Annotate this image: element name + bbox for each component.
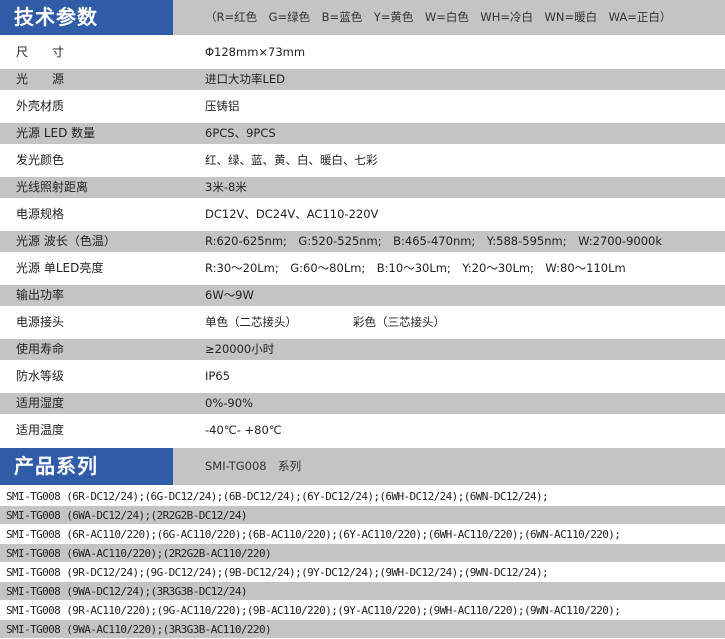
spec-label: 发光颜色 bbox=[16, 153, 65, 167]
spec-value: 压铸铝 bbox=[205, 99, 240, 113]
spec-row: 外壳材质 压铸铝 bbox=[0, 93, 725, 120]
series-model-row: SMI-TG008 (9R-DC12/24);(9G-DC12/24);(9B-… bbox=[6, 566, 549, 579]
spec-label: 尺 寸 bbox=[16, 45, 65, 59]
series-model-row: SMI-TG008 (9WA-DC12/24);(3R3G3B-DC12/24) bbox=[0, 582, 725, 600]
spec-label: 光 源 bbox=[16, 72, 65, 86]
spec-value: IP65 bbox=[205, 369, 230, 383]
spec-row: 光源 波长（色温） R:620-625nm; G:520-525nm; B:465… bbox=[0, 228, 725, 255]
color-legend-note: （R=红色 G=绿色 B=蓝色 Y=黄色 W=白色 WH=冷白 WN=暖白 WA… bbox=[205, 10, 672, 24]
spec-value: 进口大功率LED bbox=[205, 72, 286, 86]
spec-value: Φ128mm×73mm bbox=[205, 45, 306, 59]
spec-label: 适用湿度 bbox=[16, 396, 65, 410]
spec-table: 尺 寸 Φ128mm×73mm 光 源 进口大功率LED 外壳材质 压铸铝光源 LED 数… bbox=[0, 39, 725, 444]
series-model-row: SMI-TG008 (6R-AC110/220);(6G-AC110/220);… bbox=[6, 528, 621, 541]
spec-label: 光源 LED 数量 bbox=[16, 126, 96, 140]
series-section-title: 产品系列 bbox=[0, 448, 173, 485]
spec-label: 防水等级 bbox=[16, 369, 65, 383]
spec-value: -40℃- +80℃ bbox=[205, 423, 282, 437]
spec-row: 电源规格 DC12V、DC24V、AC110-220V bbox=[0, 201, 725, 228]
spec-label: 使用寿命 bbox=[16, 342, 65, 356]
spec-row: 光线照射距离 3米-8米 bbox=[0, 174, 725, 201]
spec-value-2: 彩色（三芯接头） bbox=[353, 315, 445, 329]
spec-label: 光源 波长（色温） bbox=[16, 234, 116, 248]
spec-value: R:620-625nm; G:520-525nm; B:465-470nm; Y… bbox=[205, 234, 663, 248]
spec-label: 光源 单LED亮度 bbox=[16, 261, 104, 275]
spec-value: DC12V、DC24V、AC110-220V bbox=[205, 207, 379, 221]
spec-value: 3米-8米 bbox=[205, 180, 247, 194]
series-model-row: SMI-TG008 (6WA-AC110/220);(2R2G2B-AC110/… bbox=[0, 544, 725, 562]
spec-label: 适用温度 bbox=[16, 423, 65, 437]
spec-label: 光线照射距离 bbox=[16, 180, 89, 194]
spec-row: 输出功率 6W～9W bbox=[0, 282, 725, 309]
spec-row: 电源接头 单色（二芯接头） 彩色（三芯接头） bbox=[0, 309, 725, 336]
spec-row: 适用温度 -40℃- +80℃ bbox=[0, 417, 725, 444]
spec-label: 电源规格 bbox=[16, 207, 65, 221]
spec-label: 电源接头 bbox=[16, 315, 65, 329]
series-model-row: SMI-TG008 (9R-AC110/220);(9G-AC110/220);… bbox=[6, 604, 621, 617]
spec-value: 单色（二芯接头） bbox=[205, 315, 297, 329]
spec-row: 使用寿命 ≥20000小时 bbox=[0, 336, 725, 363]
spec-row: 防水等级 IP65 bbox=[0, 363, 725, 390]
spec-row: 光源 单LED亮度 R:30～20Lm; G:60～80Lm; B:10～30Lm… bbox=[0, 255, 725, 282]
spec-value: 0%-90% bbox=[205, 396, 253, 410]
series-model-row: SMI-TG008 (6R-DC12/24);(6G-DC12/24);(6B-… bbox=[6, 490, 549, 503]
spec-label: 输出功率 bbox=[16, 288, 65, 302]
spec-value: R:30～20Lm; G:60～80Lm; B:10～30Lm; Y:20～30… bbox=[205, 261, 626, 275]
series-name: SMI-TG008 系列 bbox=[205, 459, 302, 473]
spec-row: 适用湿度 0%-90% bbox=[0, 390, 725, 417]
spec-section-title: 技术参数 bbox=[0, 0, 173, 35]
series-section-header: 产品系列 SMI-TG008 系列 bbox=[0, 448, 725, 485]
spec-label: 外壳材质 bbox=[16, 99, 65, 113]
spec-row: 发光颜色 红、绿、蓝、黄、白、暖白、七彩 bbox=[0, 147, 725, 174]
spec-value: 6PCS、9PCS bbox=[205, 126, 276, 140]
spec-value: ≥20000小时 bbox=[205, 342, 275, 356]
series-model-row: SMI-TG008 (9WA-AC110/220);(3R3G3B-AC110/… bbox=[0, 620, 725, 638]
series-model-row: SMI-TG008 (6WA-DC12/24);(2R2G2B-DC12/24) bbox=[0, 506, 725, 524]
spec-value: 6W～9W bbox=[205, 288, 254, 302]
spec-section-header: 技术参数 （R=红色 G=绿色 B=蓝色 Y=黄色 W=白色 WH=冷白 WN=… bbox=[0, 0, 725, 35]
spec-row: 光 源 进口大功率LED bbox=[0, 66, 725, 93]
spec-row: 光源 LED 数量 6PCS、9PCS bbox=[0, 120, 725, 147]
spec-value: 红、绿、蓝、黄、白、暖白、七彩 bbox=[205, 153, 378, 167]
series-list: SMI-TG008 (6R-DC12/24);(6G-DC12/24);(6B-… bbox=[0, 487, 725, 639]
spec-row: 尺 寸 Φ128mm×73mm bbox=[0, 39, 725, 66]
